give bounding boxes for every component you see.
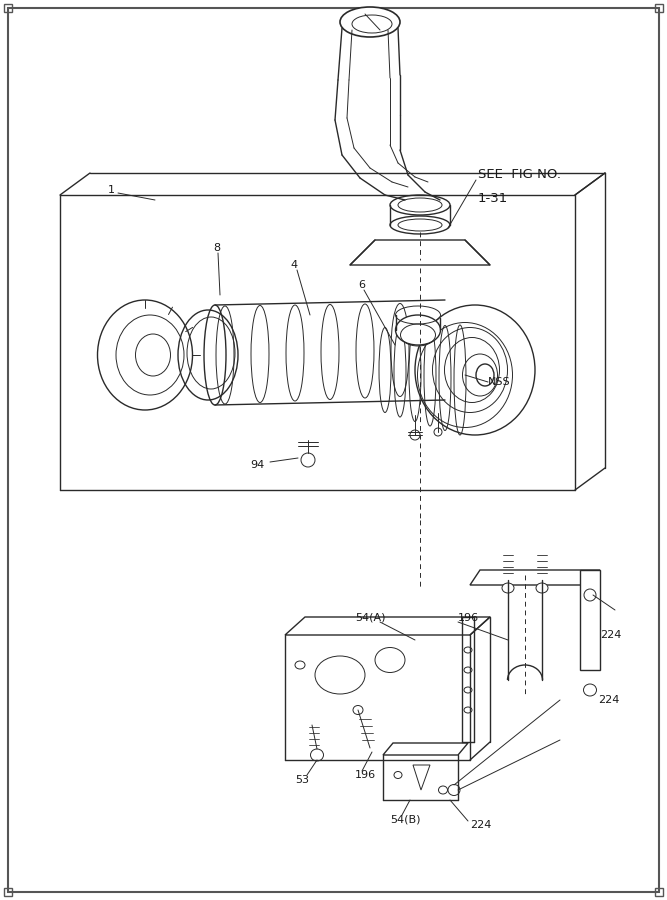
Ellipse shape <box>502 583 514 593</box>
Polygon shape <box>470 570 600 585</box>
Text: SEE  FIG NO.: SEE FIG NO. <box>478 168 561 182</box>
Polygon shape <box>580 570 600 670</box>
Ellipse shape <box>448 785 460 796</box>
Text: 1: 1 <box>108 185 115 195</box>
Text: 196: 196 <box>458 613 479 623</box>
Ellipse shape <box>311 749 323 761</box>
Text: 6: 6 <box>358 280 365 290</box>
Ellipse shape <box>396 315 440 345</box>
Text: 54(A): 54(A) <box>355 613 386 623</box>
Ellipse shape <box>390 216 450 234</box>
Text: 94: 94 <box>250 460 264 470</box>
Ellipse shape <box>340 7 400 37</box>
Bar <box>4 4 12 12</box>
Polygon shape <box>383 743 468 755</box>
Text: 8: 8 <box>213 243 220 253</box>
Polygon shape <box>285 617 490 635</box>
Text: 224: 224 <box>598 695 620 705</box>
Bar <box>4 888 12 896</box>
Text: 53: 53 <box>295 775 309 785</box>
Text: 196: 196 <box>355 770 376 780</box>
Text: 224: 224 <box>470 820 492 830</box>
Text: 54(B): 54(B) <box>390 815 420 825</box>
Ellipse shape <box>584 589 596 601</box>
Bar <box>655 4 663 12</box>
Text: 224: 224 <box>600 630 622 640</box>
Ellipse shape <box>584 684 596 696</box>
Polygon shape <box>350 240 490 265</box>
Text: NSS: NSS <box>488 377 511 387</box>
Ellipse shape <box>390 195 450 215</box>
Bar <box>655 888 663 896</box>
Ellipse shape <box>536 583 548 593</box>
Text: 1-31: 1-31 <box>478 192 508 204</box>
Ellipse shape <box>353 706 363 715</box>
Text: 4: 4 <box>290 260 297 270</box>
